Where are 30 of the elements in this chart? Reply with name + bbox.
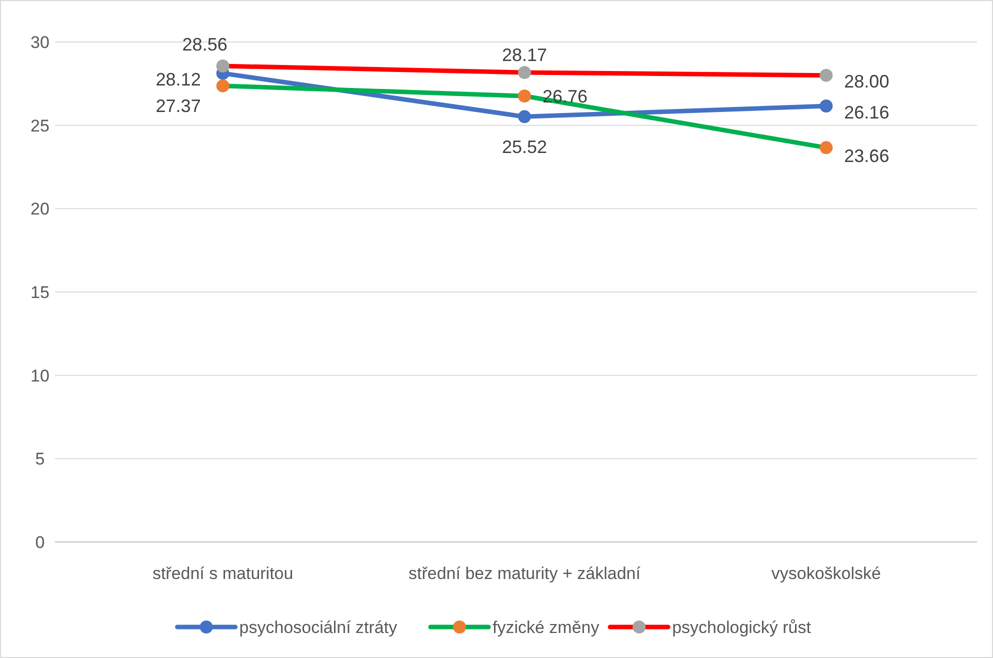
y-tick-label: 20 xyxy=(30,200,50,219)
data-label: 26.16 xyxy=(844,102,890,122)
y-tick-label: 0 xyxy=(35,532,45,552)
point xyxy=(216,60,230,72)
y-tick-label: 30 xyxy=(30,32,50,52)
y-tick-label: 10 xyxy=(30,366,50,386)
x-tick-label: střední s maturitou xyxy=(152,564,294,583)
y-tick-label: 15 xyxy=(30,282,50,302)
x-tick-label: vysokoškolské xyxy=(771,564,881,583)
data-label: 28.56 xyxy=(182,34,228,54)
point xyxy=(216,79,230,92)
legend-label: psychologický růst xyxy=(672,618,812,637)
data-label: 28.00 xyxy=(844,72,890,92)
data-label: 23.66 xyxy=(844,146,890,166)
data-label: 28.17 xyxy=(502,44,548,65)
legend-label: psychosociální ztráty xyxy=(239,618,398,637)
data-label: 25.52 xyxy=(502,136,548,157)
y-tick-label: 5 xyxy=(35,450,45,469)
data-label: 26.76 xyxy=(542,86,588,106)
y-tick-label: 25 xyxy=(30,116,50,136)
x-tick-label: střední bez maturity + základní xyxy=(408,564,641,583)
point xyxy=(518,110,531,124)
point xyxy=(820,100,833,112)
point xyxy=(518,90,531,102)
point xyxy=(820,68,833,82)
point xyxy=(518,66,531,79)
data-label: 28.12 xyxy=(156,70,201,90)
legend-label: fyzické změny xyxy=(492,618,600,637)
point xyxy=(820,141,833,154)
data-label: 27.37 xyxy=(156,96,201,116)
